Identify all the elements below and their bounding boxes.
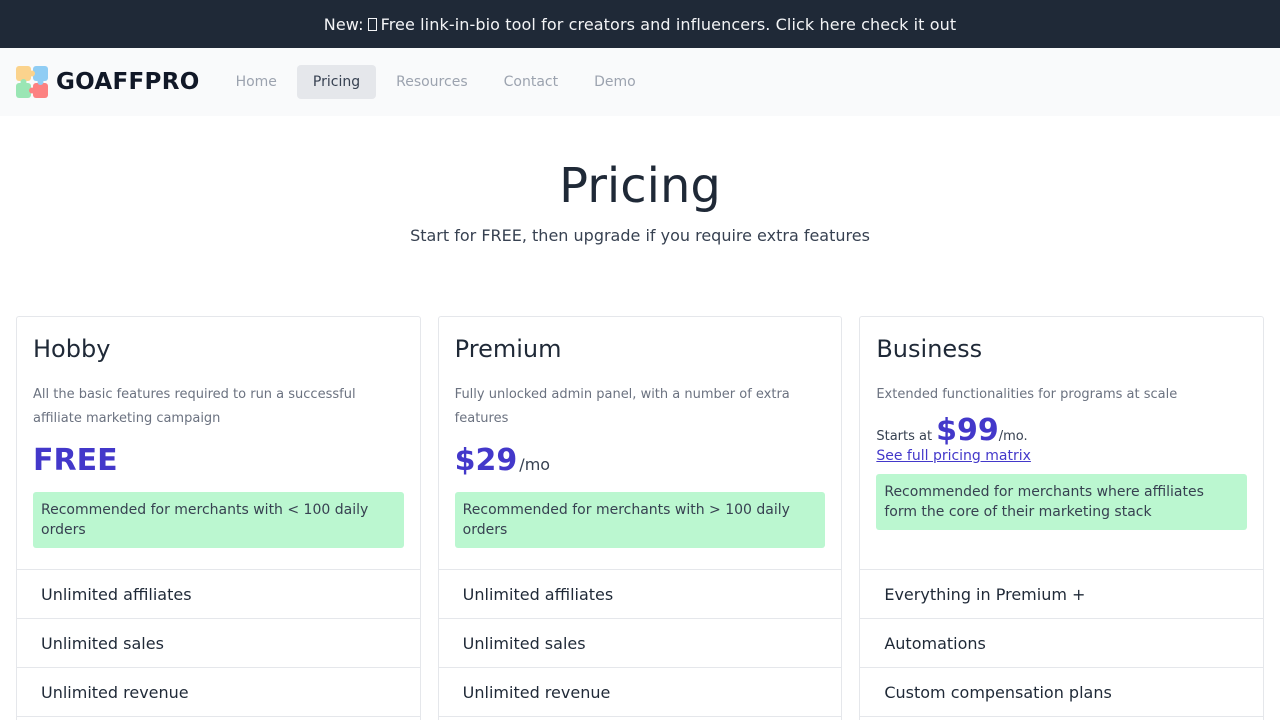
plan-card-premium: Premium Fully unlocked admin panel, with…: [437, 316, 843, 720]
plan-header: Premium Fully unlocked admin panel, with…: [438, 317, 842, 570]
pricing-matrix-link[interactable]: See full pricing matrix: [876, 448, 1031, 464]
plan-feature: Unlimited revenue: [17, 668, 420, 717]
nav-demo[interactable]: Demo: [594, 74, 636, 90]
plan-name: Business: [876, 335, 983, 363]
page-subtitle: Start for FREE, then upgrade if you requ…: [410, 226, 870, 245]
plan-feature: Unlimited sales: [438, 619, 842, 668]
plan-period: /mo: [519, 455, 551, 474]
nav-resources[interactable]: Resources: [396, 74, 468, 90]
plan-feature: Custom compensation plans: [860, 668, 1264, 717]
nav-pricing[interactable]: Pricing: [296, 65, 377, 99]
plan-recommendation: Recommended for merchants where affiliat…: [876, 474, 1248, 530]
plan-feature: Unlimited affiliates: [17, 570, 420, 619]
pricing-plans: Hobby All the basic features required to…: [16, 316, 1265, 720]
announcement-bar[interactable]: New: Free link-in-bio tool for creators …: [0, 0, 1280, 48]
plan-feature: Everything in Premium +: [860, 570, 1264, 619]
plan-name: Premium: [454, 335, 562, 363]
plan-name: Hobby: [33, 335, 111, 363]
announcement-prefix: New:: [323, 14, 364, 34]
announcement-text[interactable]: Free link-in-bio tool for creators and i…: [380, 14, 957, 34]
pricing-hero: Pricing Start for FREE, then upgrade if …: [0, 116, 1280, 245]
plan-price-row: Starts at $99 /mo.: [876, 413, 1247, 448]
plan-description: All the basic features required to run a…: [33, 387, 356, 426]
nav-links: Home Pricing Resources Contact Demo: [220, 65, 656, 99]
plan-card-hobby: Hobby All the basic features required to…: [16, 316, 421, 720]
plan-header: Business Extended functionalities for pr…: [860, 317, 1264, 570]
plan-recommendation: Recommended for merchants with > 100 dai…: [454, 492, 826, 548]
plan-price-row: $29 /mo: [455, 443, 826, 478]
plan-price: $29: [454, 443, 518, 478]
page-title: Pricing: [559, 158, 721, 214]
brand-name: GOAFFPRO: [56, 69, 200, 95]
top-navigation: GOAFFPRO Home Pricing Resources Contact …: [0, 48, 1280, 116]
puzzle-logo-icon: [16, 66, 48, 98]
brand-logo[interactable]: GOAFFPRO: [16, 66, 200, 98]
plan-card-business: Business Extended functionalities for pr…: [859, 316, 1265, 720]
plan-feature: Automations: [860, 619, 1264, 668]
plan-feature: Unlimited revenue: [438, 668, 842, 717]
plan-feature: Unlimited sales: [17, 619, 420, 668]
plan-header: Hobby All the basic features required to…: [17, 317, 420, 570]
plan-description: Extended functionalities for programs at…: [876, 387, 1178, 402]
plan-price-row: FREE: [33, 443, 404, 478]
plan-description: Fully unlocked admin panel, with a numbe…: [454, 387, 790, 426]
plan-feature: Unlimited affiliates: [438, 570, 842, 619]
missing-glyph-icon: [367, 17, 377, 31]
plan-price: $99: [936, 413, 999, 448]
plan-recommendation: Recommended for merchants with < 100 dai…: [33, 492, 404, 548]
plan-starts-at: Starts at: [876, 429, 933, 444]
plan-period: /mo.: [998, 429, 1028, 444]
nav-contact[interactable]: Contact: [503, 74, 559, 90]
plan-price: FREE: [33, 443, 118, 478]
nav-home[interactable]: Home: [235, 74, 277, 90]
